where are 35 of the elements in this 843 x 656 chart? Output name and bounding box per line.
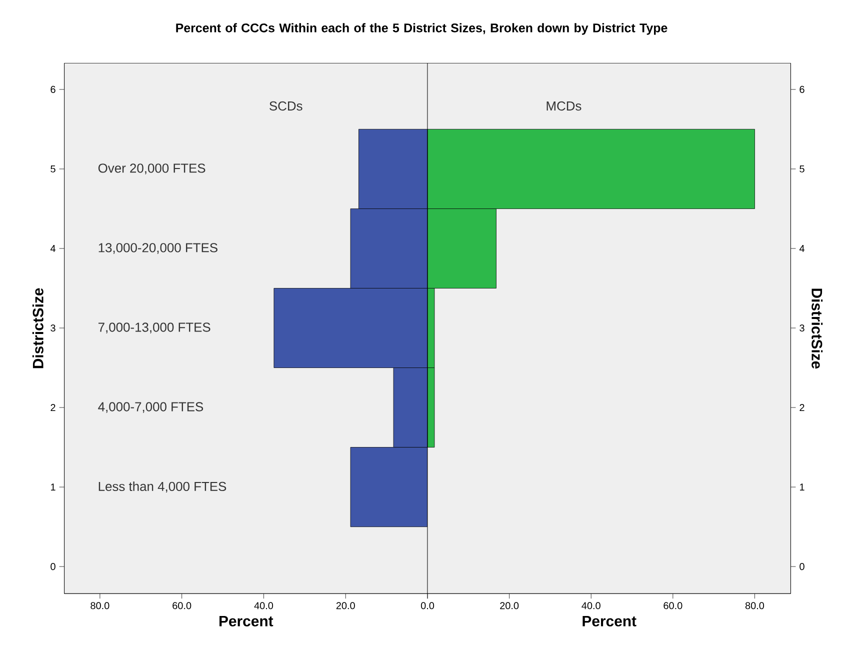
annotation: Over 20,000 FTES bbox=[98, 164, 206, 174]
x-tick-label: 20.0 bbox=[336, 602, 355, 610]
annotation: 4,000-7,000 FTES bbox=[98, 402, 204, 413]
y-tick-label: 0 bbox=[50, 563, 56, 570]
text: MCDs bbox=[546, 101, 582, 111]
x-tick-label: 0.0 bbox=[420, 602, 434, 610]
y-tick-label: 2 bbox=[800, 404, 804, 411]
y-tick-label: 5 bbox=[800, 165, 804, 172]
y-tick-label: 4 bbox=[50, 245, 56, 252]
chart-title: Percent of CCCs Within each of the 5 District Sizes, Broken down by District Type bbox=[176, 23, 668, 35]
x-axis-title: Percent bbox=[582, 616, 636, 626]
text: SCDs bbox=[270, 101, 302, 111]
y-tick-label: 4 bbox=[799, 245, 804, 252]
y-tick-label: 3 bbox=[800, 324, 804, 332]
x-tick-label: 60.0 bbox=[664, 602, 682, 610]
x-tick-label: 80.0 bbox=[745, 602, 764, 610]
x-tick-label: 40.0 bbox=[582, 602, 600, 610]
x-axis-title: Percent bbox=[219, 616, 274, 626]
y-tick-label: 0 bbox=[800, 563, 804, 570]
x-tick-label: 80.0 bbox=[90, 602, 110, 610]
y-axis-title: DistrictSize bbox=[32, 288, 44, 368]
x-tick-label: 20.0 bbox=[500, 602, 519, 610]
annotation: 13,000-20,000 FTES bbox=[98, 243, 218, 254]
y-tick-label: 1 bbox=[800, 484, 804, 490]
x-tick-label: 40.0 bbox=[254, 602, 274, 610]
annotation: 7,000-13,000 FTES bbox=[98, 322, 210, 334]
y-tick-label: 6 bbox=[800, 86, 804, 93]
y-tick-label: 2 bbox=[50, 404, 56, 411]
x-tick-label: 60.0 bbox=[172, 602, 192, 610]
y-tick-label: 6 bbox=[50, 86, 56, 93]
annotation: Less than 4,000 FTES bbox=[98, 482, 226, 493]
y-tick-label: 1 bbox=[51, 484, 56, 490]
y-tick-label: 3 bbox=[50, 324, 56, 332]
y-tick-label: 5 bbox=[50, 165, 56, 172]
y-axis-title: DistrictSize bbox=[812, 288, 823, 369]
